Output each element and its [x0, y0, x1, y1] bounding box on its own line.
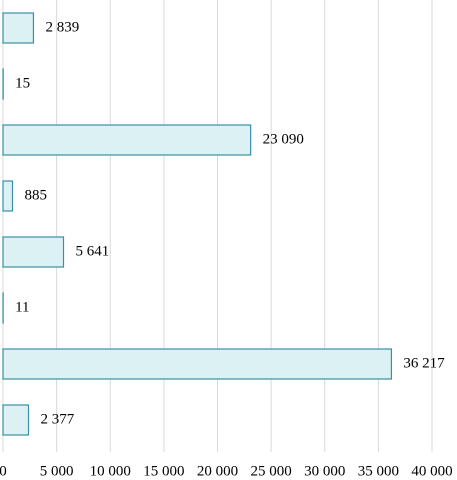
x-tick-label: 5 000	[40, 463, 74, 479]
bar	[2, 180, 14, 212]
value-label: 885	[24, 187, 46, 203]
value-label: 15	[15, 75, 30, 91]
bar	[2, 124, 252, 156]
x-tick-label: 20 000	[197, 463, 238, 479]
x-tick-label: 40 000	[411, 463, 452, 479]
bar	[2, 12, 35, 44]
value-label: 36 217	[403, 355, 445, 371]
value-label: 11	[15, 299, 29, 315]
x-tick-label: 25 000	[251, 463, 292, 479]
bar	[2, 236, 65, 268]
x-tick-label: 30 000	[304, 463, 345, 479]
value-label: 5 641	[75, 243, 109, 259]
x-tick-label: 35 000	[358, 463, 399, 479]
x-tick-label: 0	[0, 463, 7, 479]
value-label: 23 090	[263, 131, 304, 147]
x-tick-label: 15 000	[143, 463, 184, 479]
bar	[2, 404, 30, 436]
value-label: 2 839	[45, 19, 79, 35]
bar	[2, 348, 393, 380]
value-label: 2 377	[40, 411, 74, 427]
x-tick-label: 10 000	[90, 463, 131, 479]
